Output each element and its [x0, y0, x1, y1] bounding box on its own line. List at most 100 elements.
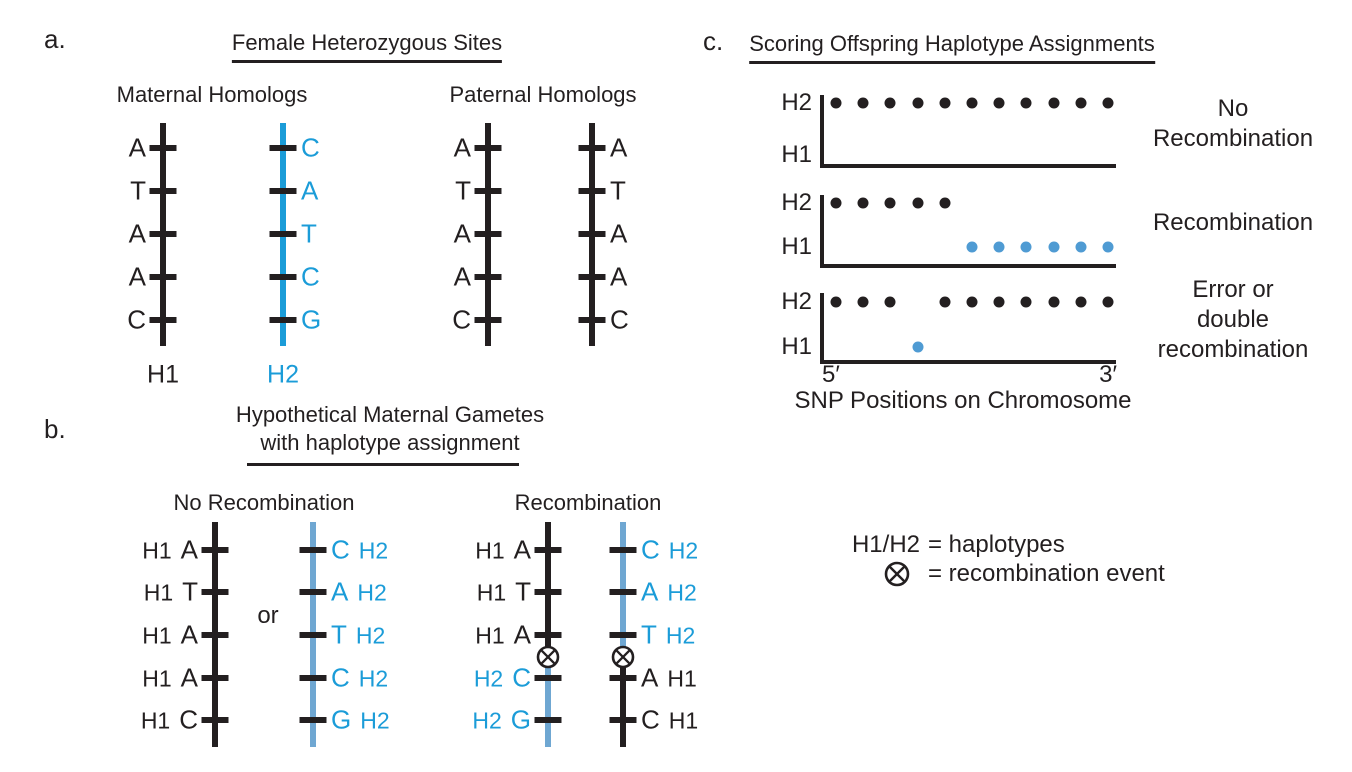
allele-label: A	[513, 534, 531, 565]
haplotype-label: H1	[475, 622, 505, 649]
panel-b-title-line1: Hypothetical Maternal Gametes	[235, 402, 545, 427]
allele-label: T	[331, 619, 347, 650]
haplotype-label: H2	[360, 707, 390, 734]
haplotype-call-dot	[966, 296, 978, 308]
allele-label: T	[182, 576, 198, 607]
site-label: C H2	[331, 663, 388, 694]
haplotype-label: H1	[142, 622, 172, 649]
haplotype-label: H2	[358, 665, 389, 692]
x-axis	[820, 360, 1116, 364]
plot-caption-line: Recombination	[1152, 209, 1314, 236]
haplotype-call-dot	[1102, 241, 1114, 253]
haplotype-call-dot	[830, 296, 842, 308]
site-label: H1 A	[475, 535, 531, 566]
allele-label: A	[128, 132, 146, 163]
snp-site-tick	[149, 231, 177, 237]
chromosome-line	[545, 656, 551, 747]
site-label: T	[301, 219, 317, 250]
haplotype-call-dot	[1075, 241, 1087, 253]
x-axis-caption: SNP Positions on Chromosome	[794, 387, 1132, 414]
haplotype-label: H1	[668, 707, 699, 734]
site-label: C	[127, 305, 146, 336]
site-label: H1 T	[144, 577, 198, 608]
haplotype-call-dot	[939, 197, 951, 209]
haplotype-label: H1	[667, 665, 697, 692]
allele-label: C	[512, 662, 531, 693]
site-label: H1 A	[142, 535, 198, 566]
site-label: T	[455, 176, 471, 207]
allele-label: A	[610, 218, 628, 249]
site-label: A	[129, 133, 146, 164]
site-label: H2 C	[474, 663, 531, 694]
snp-site-tick	[201, 717, 229, 723]
panel-a-label: a.	[44, 24, 66, 54]
snp-site-tick	[534, 589, 562, 595]
h2-axis-label: H2	[781, 189, 812, 216]
x-axis-3prime-label: 3′	[1099, 361, 1117, 388]
snp-site-tick	[578, 145, 606, 151]
snp-site-tick	[474, 317, 502, 323]
haplotype-label: H1	[475, 537, 505, 564]
allele-label: A	[453, 132, 471, 163]
plot-caption-line: No	[1217, 95, 1249, 122]
allele-label: A	[610, 132, 628, 163]
snp-site-tick	[299, 675, 327, 681]
allele-label: T	[130, 175, 146, 206]
haplotype-label: H1	[143, 579, 174, 606]
allele-label: C	[331, 534, 350, 565]
snp-site-tick	[534, 547, 562, 553]
snp-site-tick	[578, 188, 606, 194]
haplotype-label: H2	[667, 579, 697, 606]
haplotype-call-dot	[1020, 97, 1032, 109]
site-label: A	[129, 219, 146, 250]
haplotype-call-dot	[830, 97, 842, 109]
allele-label: T	[610, 175, 626, 206]
site-label: T H2	[641, 620, 695, 651]
site-label: A	[454, 133, 471, 164]
site-label: H1 A	[142, 620, 198, 651]
haplotype-call-dot	[1020, 296, 1032, 308]
snp-site-tick	[534, 632, 562, 638]
snp-site-tick	[578, 274, 606, 280]
haplotype-call-dot	[912, 197, 924, 209]
allele-label: C	[452, 304, 471, 335]
haplotype-call-dot	[884, 296, 896, 308]
snp-site-tick	[534, 717, 562, 723]
site-label: A	[129, 262, 146, 293]
haplotype-label: H2	[357, 579, 387, 606]
x-axis	[820, 264, 1116, 268]
haplotype-call-dot	[884, 197, 896, 209]
snp-site-tick	[299, 547, 327, 553]
allele-label: C	[301, 261, 320, 292]
site-label: T H2	[331, 620, 385, 651]
site-label: C H2	[641, 535, 698, 566]
allele-label: T	[515, 576, 531, 607]
haplotype-name: H2	[267, 360, 299, 389]
allele-label: A	[180, 619, 198, 650]
site-label: T	[130, 176, 146, 207]
allele-label: C	[610, 304, 629, 335]
legend-recombination-definition: = recombination event	[928, 560, 1165, 587]
allele-label: T	[301, 218, 317, 249]
h2-axis-label: H2	[781, 288, 812, 315]
plot-caption: Error or double recombination	[1123, 275, 1343, 365]
snp-site-tick	[578, 231, 606, 237]
snp-site-tick	[201, 675, 229, 681]
snp-site-tick	[149, 188, 177, 194]
haplotype-call-dot	[1102, 296, 1114, 308]
site-label: C	[452, 305, 471, 336]
snp-site-tick	[609, 589, 637, 595]
haplotype-call-dot	[993, 296, 1005, 308]
snp-site-tick	[609, 717, 637, 723]
snp-site-tick	[149, 274, 177, 280]
haplotype-call-dot	[939, 296, 951, 308]
haplotype-label: H2	[665, 622, 696, 649]
allele-label: T	[641, 619, 657, 650]
haplotype-call-dot	[857, 296, 869, 308]
panel-b-label: b.	[44, 414, 66, 444]
panel-c-title: Scoring Offspring Haplotype Assignments	[749, 31, 1155, 64]
haplotype-call-dot	[939, 97, 951, 109]
snp-site-tick	[534, 675, 562, 681]
allele-label: A	[301, 175, 319, 206]
